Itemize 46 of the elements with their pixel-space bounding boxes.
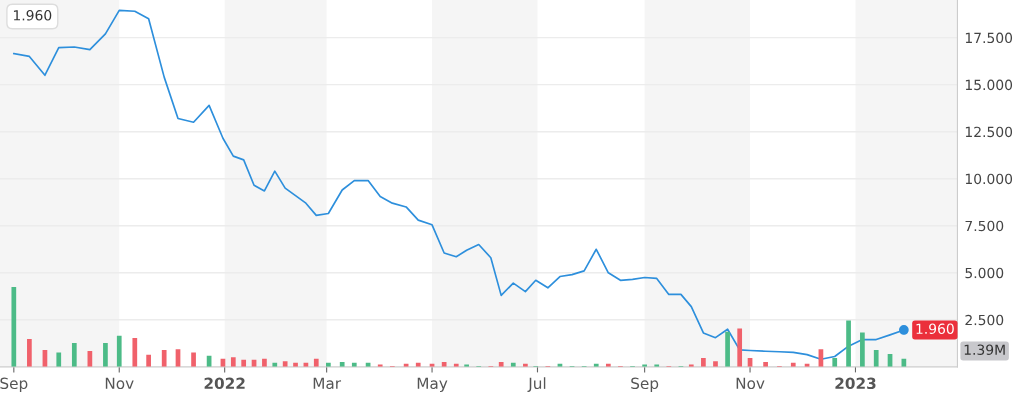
y-tick-label: 17.500 — [965, 32, 1013, 44]
y-tick-label: 12.500 — [965, 126, 1013, 138]
bar — [377, 364, 383, 367]
bar — [737, 328, 743, 367]
x-tick-label: Jul — [527, 377, 546, 392]
bar — [191, 352, 196, 367]
bar — [313, 358, 319, 367]
bar — [832, 358, 838, 367]
bar — [103, 342, 108, 367]
y-tick-label: 7.500 — [965, 220, 1004, 232]
bar — [846, 320, 851, 367]
y-tick-label: 2.500 — [965, 314, 1004, 326]
x-tick-label: Nov — [736, 377, 765, 390]
bar — [56, 352, 62, 367]
bar — [654, 364, 660, 367]
x-tick-label: Nov — [105, 377, 134, 390]
bar — [27, 338, 32, 367]
bar — [161, 350, 167, 367]
bar — [464, 364, 469, 367]
x-tick-label: Mar — [313, 377, 342, 390]
bar — [132, 338, 138, 367]
x-tick-label: Sep — [0, 377, 28, 393]
y-tick-label: 10.000 — [965, 173, 1013, 185]
bar — [71, 342, 77, 367]
bar — [873, 350, 879, 367]
x-tick-label: Sep — [631, 377, 659, 393]
x-tick-label: 2023 — [835, 377, 876, 390]
bar — [642, 364, 647, 367]
bar — [146, 354, 151, 367]
bar — [282, 361, 288, 367]
bar — [230, 357, 236, 367]
bar — [262, 358, 267, 367]
bar — [713, 361, 718, 367]
bar — [701, 358, 706, 367]
bar — [860, 332, 865, 367]
bar — [688, 364, 694, 367]
bar — [11, 287, 17, 367]
x-tick-label: 2022 — [204, 377, 245, 390]
bar — [116, 335, 122, 367]
text: 1.39M — [964, 344, 1005, 355]
y-tick-label: 15.000 — [965, 79, 1013, 91]
annotation: 1.960 — [13, 10, 52, 21]
x-tick-label: May — [417, 377, 448, 393]
bar — [725, 331, 730, 367]
annotation: 1.960 — [916, 323, 954, 334]
y-tick-label: 5.000 — [965, 267, 1004, 279]
